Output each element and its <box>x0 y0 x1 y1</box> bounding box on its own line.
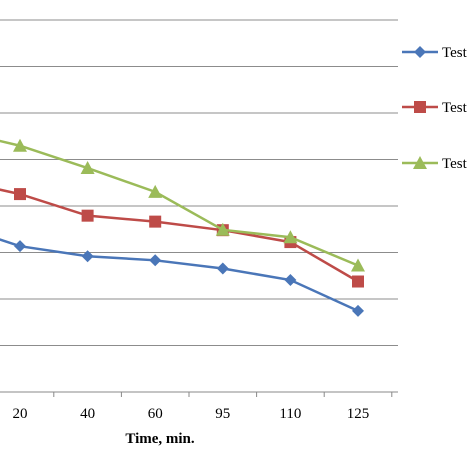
data-point-square <box>81 209 94 222</box>
series-group <box>0 138 365 317</box>
data-point-square <box>352 275 364 288</box>
x-tick-label: 40 <box>80 406 95 422</box>
x-tick-label: 110 <box>279 406 301 422</box>
legend-label: Test <box>442 100 468 116</box>
data-point-diamond <box>81 250 94 263</box>
data-point-square <box>149 215 162 228</box>
legend-item: Test <box>402 45 468 61</box>
data-point-diamond <box>14 240 26 253</box>
data-point-triangle <box>283 230 298 244</box>
data-point-triangle <box>13 138 27 152</box>
gridlines <box>0 19 398 346</box>
x-tick-labels: 20 40 60 95 110 125 <box>13 392 393 422</box>
series-3 <box>0 138 365 272</box>
series-2 <box>0 188 364 288</box>
data-point-triangle <box>413 156 427 169</box>
legend-label: Test <box>442 156 468 172</box>
legend: Test Test Test <box>402 45 468 172</box>
x-axis-title: Time, min. <box>125 431 195 447</box>
legend-item: Test <box>402 100 468 116</box>
series-line <box>0 188 359 283</box>
series-line <box>0 139 359 267</box>
legend-item: Test <box>402 156 468 172</box>
data-point-triangle <box>351 258 365 272</box>
data-point-square <box>414 101 426 113</box>
data-point-square <box>14 188 26 201</box>
data-point-triangle <box>148 184 163 198</box>
data-point-triangle <box>80 161 95 175</box>
x-tick-label: 125 <box>347 406 370 422</box>
series-1 <box>0 238 364 317</box>
legend-label: Test <box>442 45 468 61</box>
data-point-triangle <box>215 222 230 236</box>
series-line <box>0 238 359 313</box>
x-tick-label: 95 <box>215 406 230 422</box>
data-point-diamond <box>284 274 297 287</box>
x-tick-label: 60 <box>148 406 163 422</box>
data-point-diamond <box>149 254 162 267</box>
data-point-diamond <box>352 304 364 317</box>
data-point-diamond <box>216 262 229 275</box>
x-tick-label: 20 <box>13 406 28 422</box>
data-point-diamond <box>414 46 426 58</box>
